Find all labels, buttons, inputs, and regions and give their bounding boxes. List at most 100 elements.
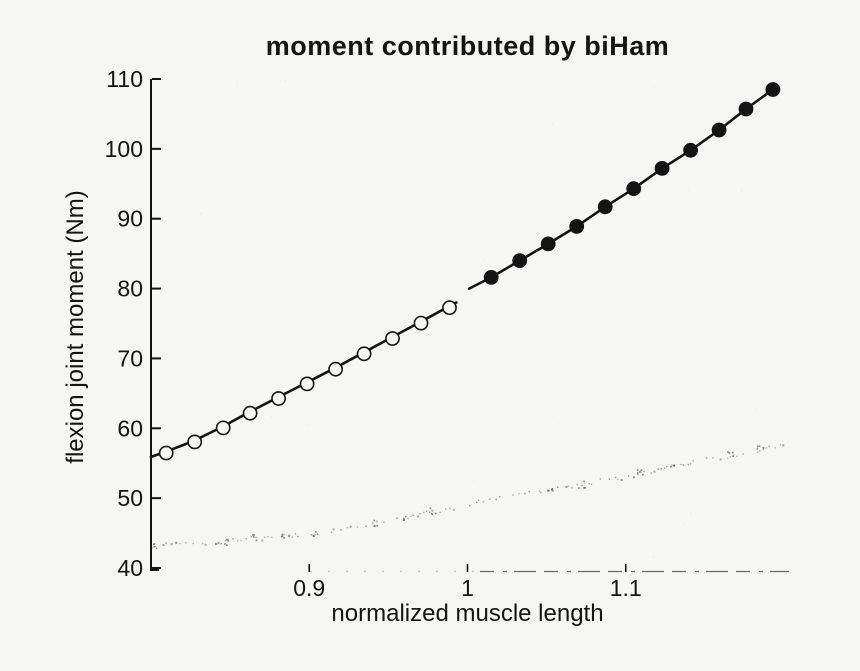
- dotted-curve-dot: [152, 543, 155, 546]
- dotted-curve-dot: [185, 542, 187, 544]
- dotted-curve-dot: [614, 476, 617, 479]
- dotted-curve-dot: [576, 483, 578, 486]
- filled-circle-marker: [654, 161, 670, 176]
- dotted-curve-dot: [315, 531, 317, 533]
- filled-circle-marker: [512, 253, 528, 268]
- dotted-curve-dot: [346, 526, 349, 529]
- dotted-curve-dot: [692, 459, 694, 462]
- dotted-curve-dot: [226, 538, 228, 541]
- dotted-curve-dot: [759, 450, 761, 452]
- dotted-curve-dot: [583, 480, 585, 483]
- dotted-curve-dot: [540, 491, 542, 494]
- dotted-curve-dot: [469, 505, 471, 507]
- dotted-curve-dot: [571, 487, 573, 489]
- x-axis-label: normalized muscle length: [331, 600, 604, 627]
- dotted-curve-dot: [215, 542, 218, 545]
- dotted-curve-dot: [636, 472, 639, 474]
- dotted-curve-dot: [412, 514, 414, 516]
- dotted-curve-dot: [547, 489, 550, 492]
- dotted-curve-dot: [636, 469, 639, 471]
- scan-noise-speck: [236, 84, 238, 86]
- dotted-curve-dot: [489, 498, 491, 500]
- open-circle-marker: [385, 331, 400, 346]
- dotted-curve-dot: [227, 538, 229, 540]
- open-circle-marker: [187, 434, 203, 450]
- dotted-curve-dot: [410, 515, 412, 517]
- scan-noise-speck: [551, 123, 553, 125]
- dotted-curve-dot: [227, 539, 229, 542]
- dotted-curve-dot: [376, 524, 378, 527]
- dotted-curve-dot: [356, 526, 359, 528]
- dotted-curve-dot: [419, 512, 421, 515]
- dotted-curve-dot: [375, 520, 378, 523]
- scan-noise-speck: [271, 416, 273, 418]
- dotted-curve-dot: [557, 486, 559, 488]
- dotted-curve-dot: [224, 539, 227, 542]
- open-circle-marker: [442, 300, 457, 316]
- dotted-curve-dot: [267, 536, 269, 538]
- open-circle-marker: [215, 420, 231, 436]
- dotted-curve-dot: [565, 485, 568, 488]
- open-circle-marker: [242, 405, 258, 421]
- open-circle-marker: [158, 445, 174, 461]
- dotted-curve-dot: [204, 543, 207, 546]
- dotted-curve-dot: [431, 513, 434, 516]
- dotted-curve-dot: [155, 547, 158, 550]
- dotted-curve-dot: [282, 535, 284, 537]
- filled-circle-marker: [597, 199, 613, 215]
- dotted-curve-dot: [756, 451, 759, 453]
- x-tick-label: 0.9: [293, 575, 325, 601]
- dotted-curve-dot: [255, 536, 257, 538]
- dotted-curve-dot: [232, 538, 234, 540]
- dotted-curve-dot: [237, 540, 239, 542]
- dotted-curve-dot: [452, 508, 455, 511]
- open-circle-marker: [356, 346, 372, 362]
- dotted-curve-dot: [657, 468, 659, 470]
- dotted-curve-dot: [245, 538, 247, 540]
- dotted-curve-dot: [671, 464, 673, 466]
- dotted-curve-dot: [727, 451, 729, 453]
- dotted-curve-dot: [779, 443, 782, 446]
- dotted-curve-dot: [314, 534, 316, 536]
- dotted-curve-dot: [551, 488, 553, 491]
- x-tick-label: 1.1: [610, 575, 642, 601]
- dotted-curve-dot: [762, 446, 765, 449]
- y-tick-label: 50: [117, 485, 143, 511]
- dotted-curve-dot: [583, 487, 585, 489]
- dotted-curve-dot: [765, 447, 767, 449]
- open-circle-marker: [328, 361, 343, 377]
- dotted-curve-dot: [653, 470, 656, 473]
- dotted-curve-dot: [165, 542, 167, 544]
- dotted-curve-dot: [250, 536, 253, 538]
- dotted-curve-dot: [365, 525, 367, 527]
- dotted-curve-dot: [449, 507, 451, 509]
- y-tick-label: 90: [117, 206, 143, 232]
- dotted-curve-dot: [774, 447, 776, 449]
- dotted-curve-dot: [538, 490, 541, 492]
- dotted-curve-dot: [660, 468, 662, 470]
- dotted-curve-dot: [499, 496, 501, 498]
- filled-circle-marker: [540, 236, 556, 252]
- dotted-curve-dot: [756, 445, 759, 448]
- dotted-curve-dot: [283, 533, 285, 536]
- dotted-curve-dot: [689, 463, 692, 465]
- dotted-curve-dot: [687, 463, 689, 466]
- filled-circle-marker: [483, 270, 499, 285]
- y-tick-label: 100: [105, 136, 143, 162]
- dotted-curve-dot: [732, 451, 734, 454]
- filled-circle-marker: [765, 82, 781, 97]
- dotted-curve-dot: [396, 517, 398, 519]
- dotted-curve-dot: [349, 525, 352, 528]
- dotted-curve-dot: [383, 521, 385, 523]
- dotted-curve-dot: [192, 542, 194, 545]
- dotted-curve-dot: [429, 507, 432, 509]
- open-circle-marker: [299, 376, 315, 392]
- dotted-curve-dot: [416, 515, 419, 518]
- filled-circle-marker: [569, 219, 585, 234]
- dotted-curve-dot: [154, 545, 157, 548]
- dotted-curve-dot: [756, 447, 759, 450]
- dotted-curve-dot: [732, 455, 734, 458]
- dotted-curve-dot: [620, 478, 623, 481]
- dotted-curve-dot: [423, 511, 425, 514]
